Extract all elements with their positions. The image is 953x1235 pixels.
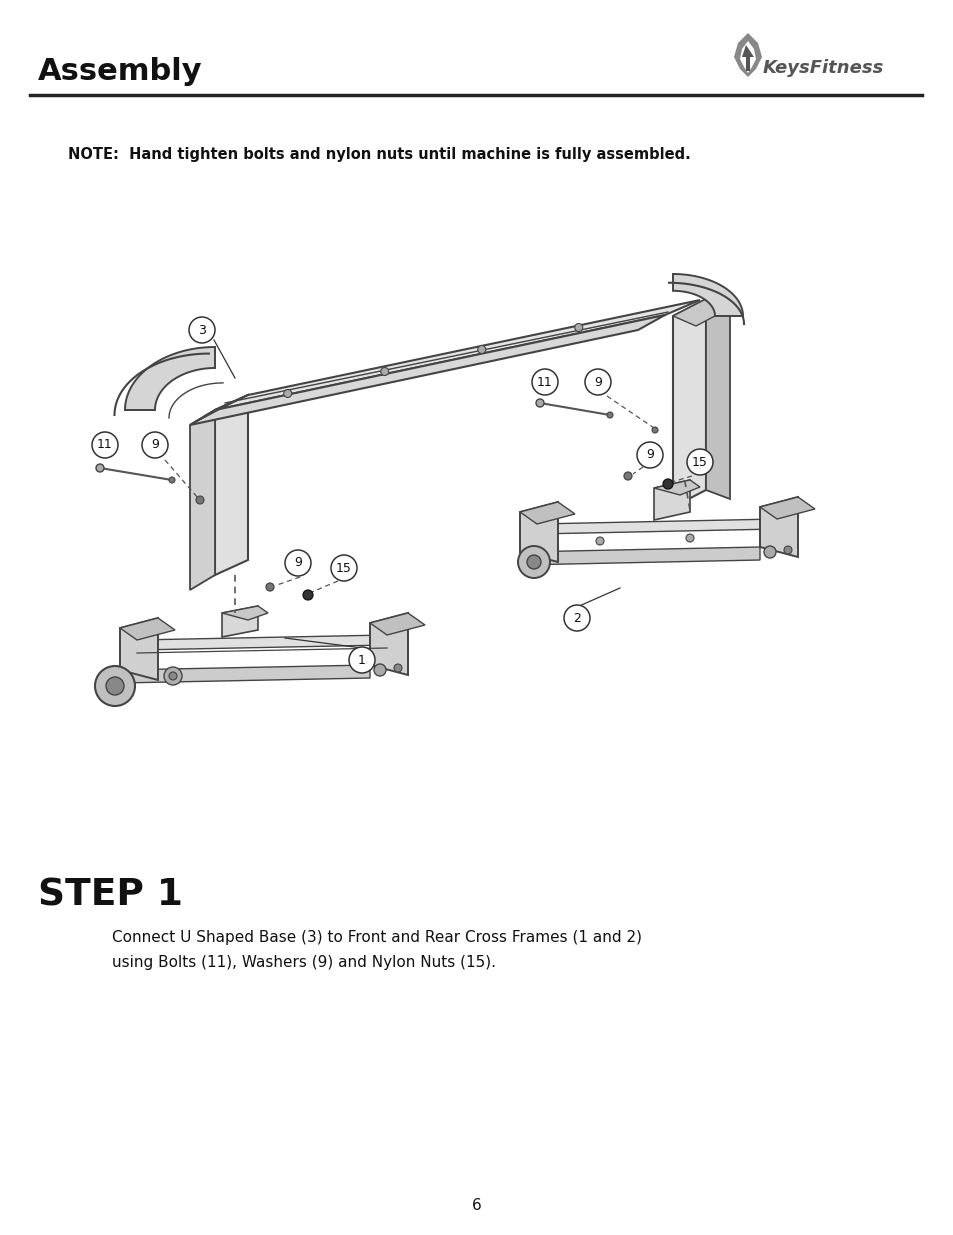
Circle shape bbox=[380, 368, 388, 375]
Circle shape bbox=[195, 496, 204, 504]
Circle shape bbox=[266, 583, 274, 592]
Text: 9: 9 bbox=[645, 448, 653, 462]
Circle shape bbox=[651, 427, 658, 433]
Circle shape bbox=[164, 667, 182, 685]
Polygon shape bbox=[125, 347, 214, 410]
Text: Assembly: Assembly bbox=[38, 58, 202, 86]
Circle shape bbox=[95, 666, 135, 706]
Circle shape bbox=[584, 369, 610, 395]
Circle shape bbox=[331, 555, 356, 580]
Circle shape bbox=[106, 677, 124, 695]
Polygon shape bbox=[222, 606, 257, 637]
Text: 9: 9 bbox=[151, 438, 159, 452]
Circle shape bbox=[574, 324, 582, 331]
Polygon shape bbox=[654, 480, 700, 495]
Polygon shape bbox=[222, 606, 268, 620]
Circle shape bbox=[763, 546, 775, 558]
Circle shape bbox=[783, 546, 791, 555]
Polygon shape bbox=[672, 299, 705, 508]
Circle shape bbox=[563, 605, 589, 631]
Circle shape bbox=[532, 369, 558, 395]
Polygon shape bbox=[760, 496, 814, 519]
Polygon shape bbox=[120, 618, 174, 640]
Circle shape bbox=[285, 550, 311, 576]
Polygon shape bbox=[214, 300, 700, 410]
Circle shape bbox=[536, 399, 543, 408]
Circle shape bbox=[189, 317, 214, 343]
Polygon shape bbox=[190, 315, 664, 425]
Polygon shape bbox=[733, 33, 761, 77]
Text: 1: 1 bbox=[357, 653, 366, 667]
Circle shape bbox=[606, 412, 613, 417]
Circle shape bbox=[685, 534, 693, 542]
Polygon shape bbox=[537, 519, 776, 534]
Polygon shape bbox=[137, 635, 387, 650]
Circle shape bbox=[686, 450, 712, 475]
Circle shape bbox=[374, 664, 386, 676]
Text: 15: 15 bbox=[691, 456, 707, 468]
Circle shape bbox=[283, 389, 292, 398]
Circle shape bbox=[637, 442, 662, 468]
Text: Connect U Shaped Base (3) to Front and Rear Cross Frames (1 and 2): Connect U Shaped Base (3) to Front and R… bbox=[112, 930, 641, 945]
Text: 3: 3 bbox=[198, 324, 206, 336]
Text: 15: 15 bbox=[335, 562, 352, 574]
Polygon shape bbox=[120, 664, 370, 683]
Polygon shape bbox=[519, 501, 575, 524]
Text: 2: 2 bbox=[573, 611, 580, 625]
Circle shape bbox=[477, 346, 485, 353]
Text: using Bolts (11), Washers (9) and Nylon Nuts (15).: using Bolts (11), Washers (9) and Nylon … bbox=[112, 955, 496, 969]
Polygon shape bbox=[672, 299, 729, 326]
Polygon shape bbox=[519, 547, 760, 564]
Circle shape bbox=[623, 472, 631, 480]
Text: NOTE:  Hand tighten bolts and nylon nuts until machine is fully assembled.: NOTE: Hand tighten bolts and nylon nuts … bbox=[68, 147, 690, 162]
Polygon shape bbox=[214, 395, 248, 576]
Polygon shape bbox=[370, 613, 424, 635]
Text: 11: 11 bbox=[97, 438, 112, 452]
Circle shape bbox=[526, 555, 540, 569]
Polygon shape bbox=[190, 395, 248, 425]
Polygon shape bbox=[672, 274, 742, 316]
Circle shape bbox=[596, 537, 603, 545]
Circle shape bbox=[517, 546, 550, 578]
Polygon shape bbox=[190, 410, 214, 590]
Circle shape bbox=[169, 477, 174, 483]
Text: KeysFitness: KeysFitness bbox=[762, 59, 883, 77]
Text: 6: 6 bbox=[472, 1198, 481, 1213]
Circle shape bbox=[303, 590, 313, 600]
Polygon shape bbox=[370, 613, 408, 676]
Polygon shape bbox=[740, 41, 755, 73]
Text: 11: 11 bbox=[537, 375, 553, 389]
Polygon shape bbox=[760, 496, 797, 557]
Circle shape bbox=[96, 464, 104, 472]
Polygon shape bbox=[519, 501, 558, 562]
Polygon shape bbox=[654, 480, 689, 520]
Circle shape bbox=[394, 664, 401, 672]
Circle shape bbox=[349, 647, 375, 673]
Polygon shape bbox=[705, 299, 729, 499]
Circle shape bbox=[142, 432, 168, 458]
Text: STEP 1: STEP 1 bbox=[38, 878, 183, 914]
Circle shape bbox=[662, 479, 672, 489]
Circle shape bbox=[91, 432, 118, 458]
Polygon shape bbox=[120, 618, 158, 680]
Polygon shape bbox=[741, 44, 753, 70]
Circle shape bbox=[169, 672, 177, 680]
Text: 9: 9 bbox=[594, 375, 601, 389]
Text: 9: 9 bbox=[294, 557, 301, 569]
